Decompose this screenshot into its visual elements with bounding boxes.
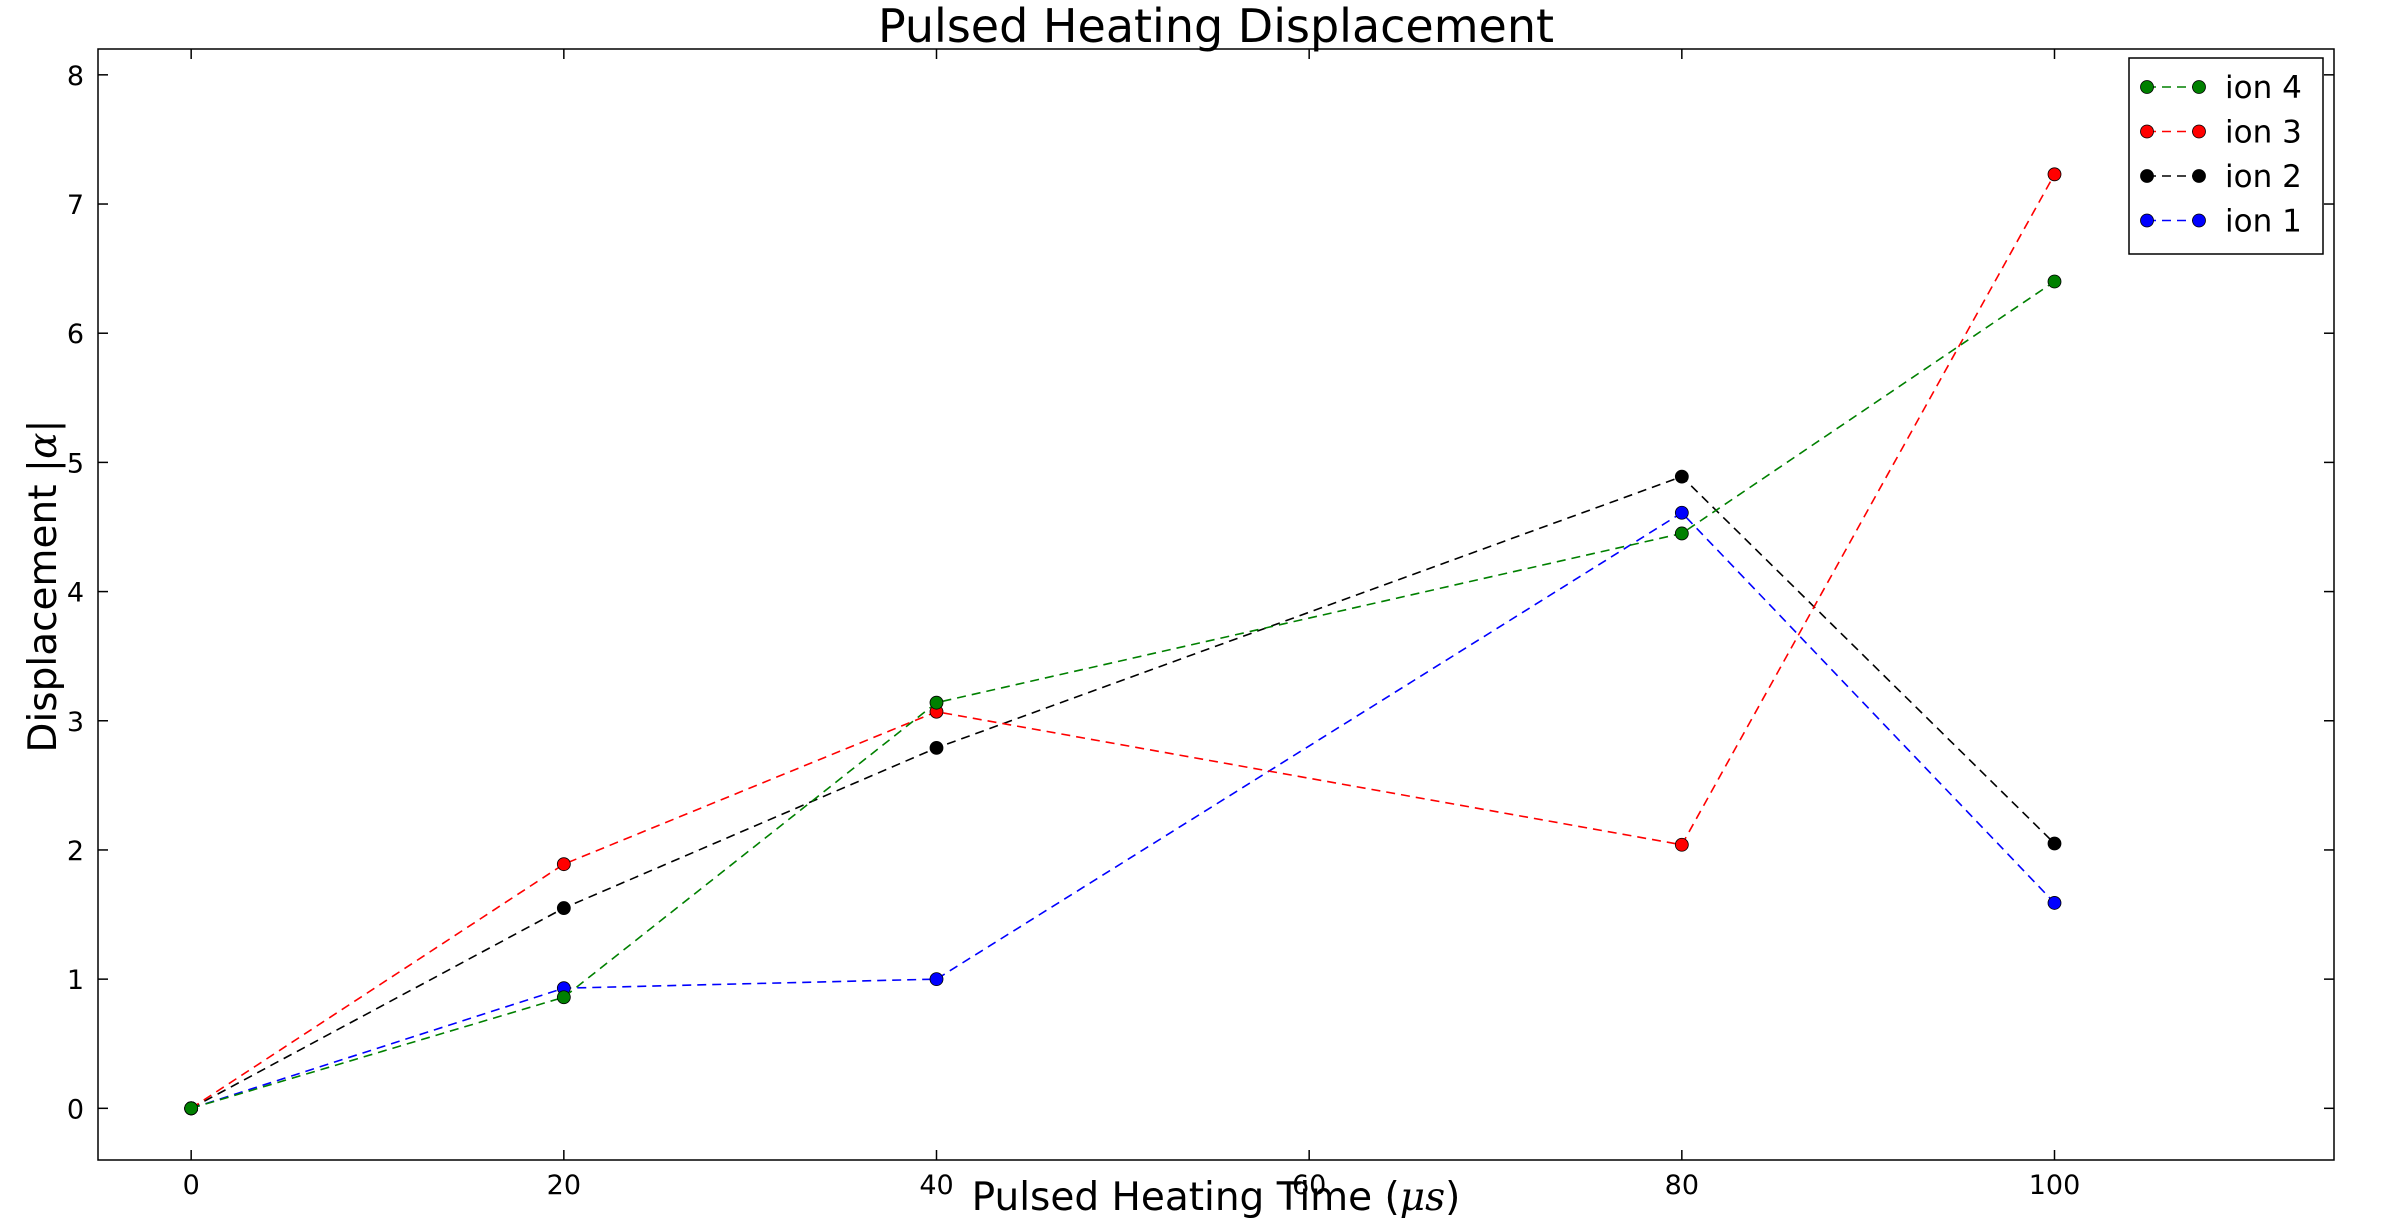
plot-area xyxy=(97,48,2335,1161)
y-tick-label: 0 xyxy=(67,1094,84,1125)
legend-label: ion 2 xyxy=(2225,159,2302,195)
legend-item: ion 1 xyxy=(2140,204,2302,240)
y-tick-label: 2 xyxy=(67,836,84,867)
series-line xyxy=(190,511,2056,1110)
legend-marker xyxy=(2192,124,2206,139)
data-point xyxy=(184,1101,199,1116)
data-point xyxy=(2047,836,2062,851)
x-tick-label: 60 xyxy=(1292,1170,1326,1201)
legend-marker xyxy=(2140,124,2154,139)
series-ion-2 xyxy=(184,469,2062,1116)
plot-frame xyxy=(97,48,2335,1161)
legend-marker xyxy=(2140,80,2154,94)
legend-marker xyxy=(2192,169,2206,183)
data-point xyxy=(929,695,944,710)
data-point xyxy=(1674,505,1689,520)
legend-label: ion 3 xyxy=(2225,115,2302,151)
data-point xyxy=(2047,274,2062,289)
y-tick-label: 4 xyxy=(67,578,84,609)
legend-marker xyxy=(2192,213,2206,228)
y-tick-label: 3 xyxy=(67,707,84,738)
x-axis-label-close: ) xyxy=(1445,1175,1460,1218)
series-layer xyxy=(184,167,2062,1116)
data-point xyxy=(929,972,944,987)
y-tick-label: 8 xyxy=(67,61,84,92)
legend-label: ion 1 xyxy=(2225,204,2302,240)
x-tick-label: 100 xyxy=(2029,1170,2081,1201)
x-tick-label: 80 xyxy=(1665,1170,1699,1201)
data-point xyxy=(556,901,571,915)
y-axis-label-symbol: |α| xyxy=(21,419,66,472)
x-tick-label: 20 xyxy=(547,1170,581,1201)
y-axis-label-text: Displacement xyxy=(21,472,66,753)
legend-label: ion 4 xyxy=(2225,70,2302,106)
series-ion-1 xyxy=(184,505,2062,1116)
x-axis-label-text: Pulsed Heating Time ( xyxy=(972,1175,1400,1218)
legend-marker xyxy=(2140,213,2154,228)
data-point xyxy=(2047,896,2062,910)
x-axis-ticks: 0 20 40 60 80 100 xyxy=(183,49,2081,1201)
legend-box xyxy=(2128,57,2324,255)
data-point xyxy=(2047,167,2062,182)
data-point xyxy=(1674,837,1689,852)
y-axis-label: Displacement |α| xyxy=(21,419,66,752)
data-point xyxy=(1674,526,1689,541)
series-line xyxy=(190,173,2056,1109)
data-point xyxy=(1674,469,1689,484)
legend-item: ion 4 xyxy=(2140,70,2302,106)
legend-item: ion 3 xyxy=(2140,115,2302,151)
legend-item: ion 2 xyxy=(2140,159,2302,195)
chart-title: Pulsed Heating Displacement xyxy=(878,0,1554,53)
data-point xyxy=(556,857,571,872)
series-line xyxy=(190,280,2055,1110)
x-axis-label: Pulsed Heating Time (μs) xyxy=(972,1175,1461,1218)
data-point xyxy=(929,740,944,755)
y-tick-label: 5 xyxy=(67,448,84,479)
legend-marker xyxy=(2192,80,2206,94)
series-ion-4 xyxy=(184,274,2062,1116)
x-axis-label-unit: μs xyxy=(1400,1175,1445,1218)
y-tick-label: 7 xyxy=(67,190,84,221)
legend: ion 4 ion 3 ion 2 ion 1 xyxy=(2128,57,2324,255)
y-tick-label: 1 xyxy=(67,965,84,996)
x-tick-label: 40 xyxy=(919,1170,953,1201)
legend-marker xyxy=(2140,169,2154,183)
x-tick-label: 0 xyxy=(183,1170,200,1201)
series-ion-3 xyxy=(184,167,2062,1116)
y-axis-ticks: 0 1 2 3 4 5 6 7 8 xyxy=(67,61,2334,1125)
y-tick-label: 6 xyxy=(67,319,84,350)
series-line xyxy=(190,475,2056,1110)
data-point xyxy=(556,990,571,1005)
